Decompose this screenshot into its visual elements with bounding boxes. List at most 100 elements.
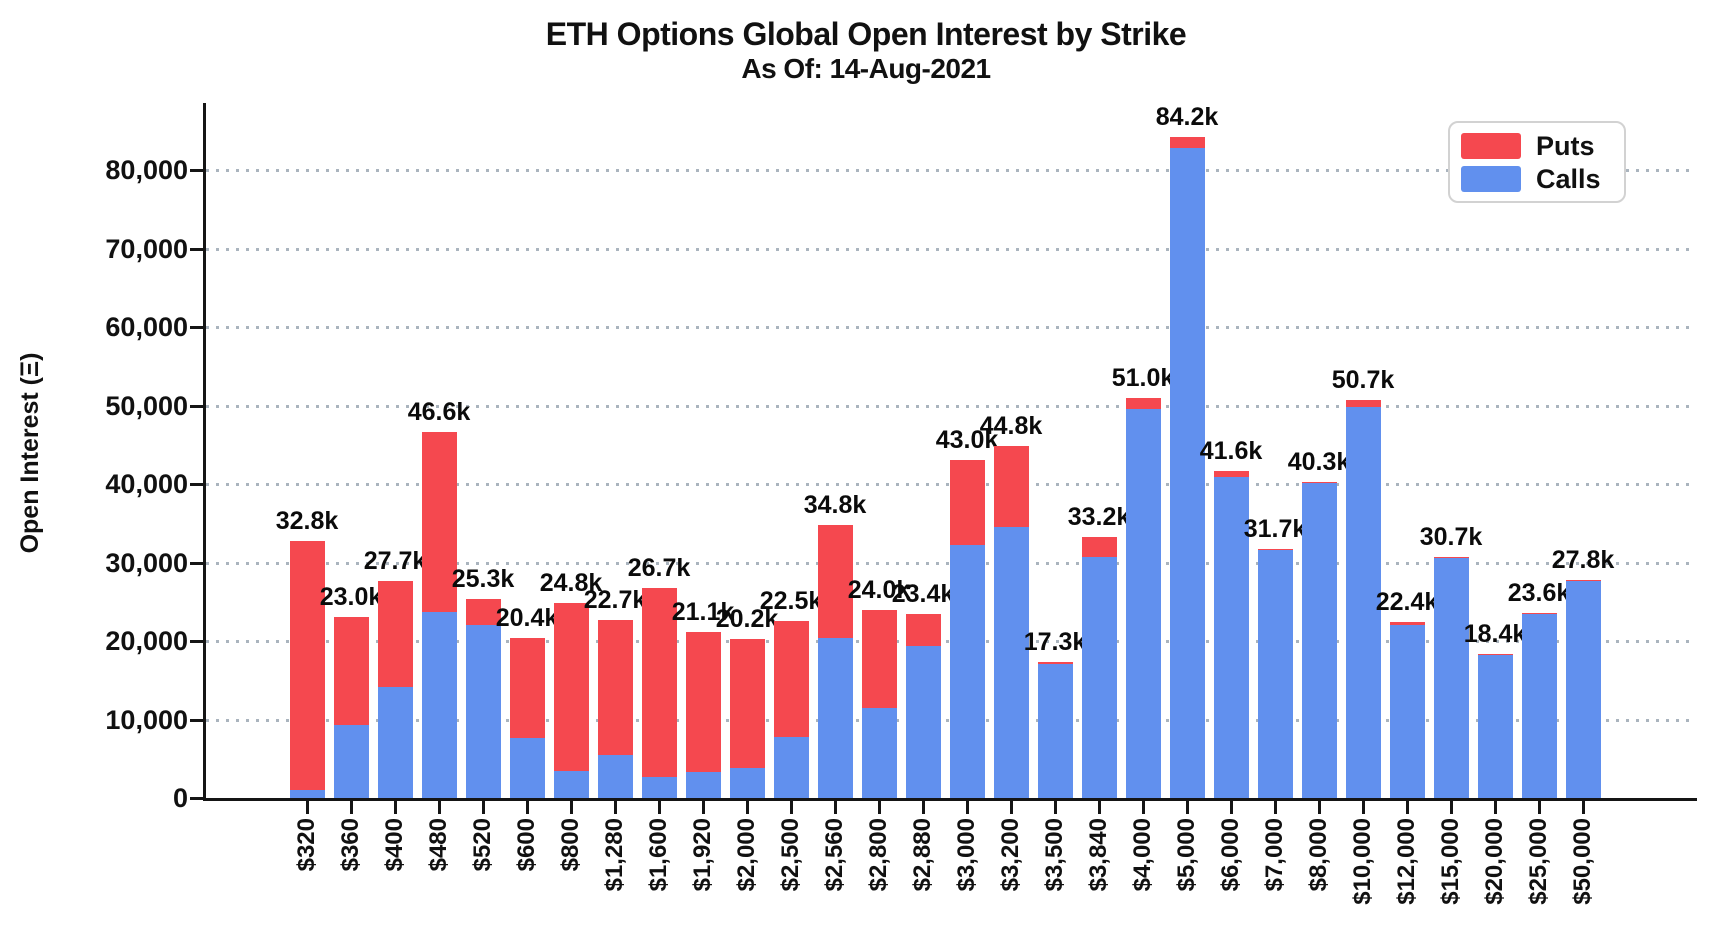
puts-bar-segment bbox=[509, 637, 545, 739]
bar-total-label: 51.0k bbox=[1111, 363, 1175, 392]
bar-total-label: 32.8k bbox=[275, 506, 339, 535]
x-tick-label: $3,840 bbox=[1085, 818, 1112, 892]
x-tick-label: $2,000 bbox=[733, 818, 760, 892]
puts-bar-segment bbox=[729, 639, 765, 769]
calls-bar-segment bbox=[333, 724, 369, 798]
x-tick-label: $6,000 bbox=[1217, 818, 1244, 892]
bar-total-label: 34.8k bbox=[803, 490, 867, 519]
legend-item-puts: Puts bbox=[1461, 132, 1613, 160]
gridline bbox=[206, 326, 1695, 329]
bar-total-label: 22.5k bbox=[759, 587, 823, 616]
bar-total-label: 26.7k bbox=[627, 554, 691, 583]
puts-bar-segment bbox=[377, 580, 413, 688]
x-tick-label: $3,500 bbox=[1041, 818, 1068, 892]
puts-bar-segment bbox=[949, 460, 985, 546]
x-tick-label: $320 bbox=[293, 818, 320, 872]
x-tick-label: $2,560 bbox=[821, 818, 848, 892]
calls-bar-segment bbox=[1389, 624, 1425, 798]
puts-bar-segment bbox=[1213, 471, 1249, 477]
puts-bar-segment bbox=[1477, 653, 1513, 655]
puts-bar-segment bbox=[1345, 400, 1381, 408]
bar-total-label: 41.6k bbox=[1199, 437, 1263, 466]
bar-total-label: 31.7k bbox=[1243, 515, 1307, 544]
puts-bar-segment bbox=[1037, 662, 1073, 664]
x-tick bbox=[614, 801, 617, 814]
calls-color-swatch bbox=[1461, 165, 1521, 192]
calls-bar-segment bbox=[465, 625, 501, 798]
x-tick-label: $520 bbox=[469, 818, 496, 872]
puts-bar-segment bbox=[1433, 557, 1469, 558]
puts-bar-segment bbox=[817, 524, 853, 638]
calls-bar-segment bbox=[1213, 476, 1249, 798]
bar-total-label: 84.2k bbox=[1155, 103, 1219, 132]
gridline bbox=[206, 404, 1695, 408]
x-tick-label: $12,000 bbox=[1393, 818, 1420, 905]
y-tick bbox=[190, 483, 203, 486]
calls-bar-segment bbox=[729, 768, 765, 798]
calls-bar-segment bbox=[773, 736, 809, 798]
x-tick-label: $800 bbox=[557, 818, 584, 872]
x-tick bbox=[526, 801, 529, 814]
calls-bar-segment bbox=[1169, 148, 1205, 798]
puts-bar-segment bbox=[1389, 622, 1425, 625]
calls-bar-segment bbox=[1565, 580, 1601, 798]
x-tick bbox=[1538, 801, 1541, 814]
x-tick bbox=[834, 801, 837, 814]
calls-bar-segment bbox=[1081, 557, 1117, 798]
x-tick-label: $480 bbox=[425, 818, 452, 872]
x-tick bbox=[570, 801, 573, 814]
calls-bar-segment bbox=[1345, 407, 1381, 798]
calls-bar-segment bbox=[1037, 663, 1073, 798]
x-tick-label: $7,000 bbox=[1261, 818, 1288, 892]
puts-bar-segment bbox=[1125, 397, 1161, 410]
x-tick-label: $1,600 bbox=[645, 818, 672, 892]
y-tick bbox=[190, 797, 203, 800]
x-tick-label: $5,000 bbox=[1173, 818, 1200, 892]
gridline bbox=[206, 247, 1695, 251]
x-tick bbox=[482, 801, 485, 814]
calls-bar-segment bbox=[289, 790, 325, 798]
x-tick bbox=[306, 801, 309, 814]
y-tick-label: 30,000 bbox=[105, 547, 188, 578]
bar-total-label: 18.4k bbox=[1463, 619, 1527, 648]
y-tick-label: 80,000 bbox=[105, 155, 188, 185]
x-tick-label: $3,000 bbox=[953, 818, 980, 892]
y-tick-label: 0 bbox=[172, 783, 188, 813]
puts-bar-segment bbox=[289, 540, 325, 791]
x-tick-label: $25,000 bbox=[1525, 818, 1552, 905]
x-tick bbox=[702, 801, 705, 814]
x-tick bbox=[1450, 801, 1453, 814]
y-tick-label: 60,000 bbox=[105, 312, 188, 342]
puts-bar-segment bbox=[1565, 579, 1601, 581]
y-tick-label: 70,000 bbox=[105, 233, 188, 264]
calls-bar-segment bbox=[1521, 613, 1557, 798]
legend-label-puts: Puts bbox=[1536, 130, 1595, 161]
y-tick bbox=[190, 561, 203, 565]
bar-total-label: 23.0k bbox=[319, 583, 383, 612]
y-tick-label: 40,000 bbox=[105, 469, 188, 499]
y-tick-label: 50,000 bbox=[105, 390, 188, 421]
bar-total-label: 17.3k bbox=[1023, 628, 1087, 657]
y-tick-label: 20,000 bbox=[105, 626, 188, 656]
calls-bar-segment bbox=[905, 646, 941, 798]
x-tick bbox=[790, 801, 793, 814]
x-tick bbox=[878, 801, 881, 814]
puts-bar-segment bbox=[421, 432, 457, 612]
puts-bar-segment bbox=[641, 588, 677, 777]
calls-bar-segment bbox=[553, 771, 589, 798]
bar-total-label: 20.4k bbox=[495, 603, 559, 632]
bar-total-label: 24.0k bbox=[847, 575, 911, 604]
x-tick bbox=[1494, 801, 1497, 814]
calls-bar-segment bbox=[1433, 557, 1469, 798]
x-tick bbox=[922, 801, 925, 814]
calls-bar-segment bbox=[993, 527, 1029, 798]
calls-bar-segment bbox=[597, 754, 633, 798]
x-tick-label: $3,200 bbox=[997, 818, 1024, 892]
x-tick bbox=[350, 801, 353, 814]
x-tick bbox=[1230, 801, 1233, 814]
x-tick-label: $10,000 bbox=[1349, 818, 1376, 905]
y-tick bbox=[190, 247, 203, 251]
calls-bar-segment bbox=[1301, 483, 1337, 798]
bar-total-label: 50.7k bbox=[1331, 366, 1395, 394]
bar-total-label: 30.7k bbox=[1419, 523, 1483, 551]
